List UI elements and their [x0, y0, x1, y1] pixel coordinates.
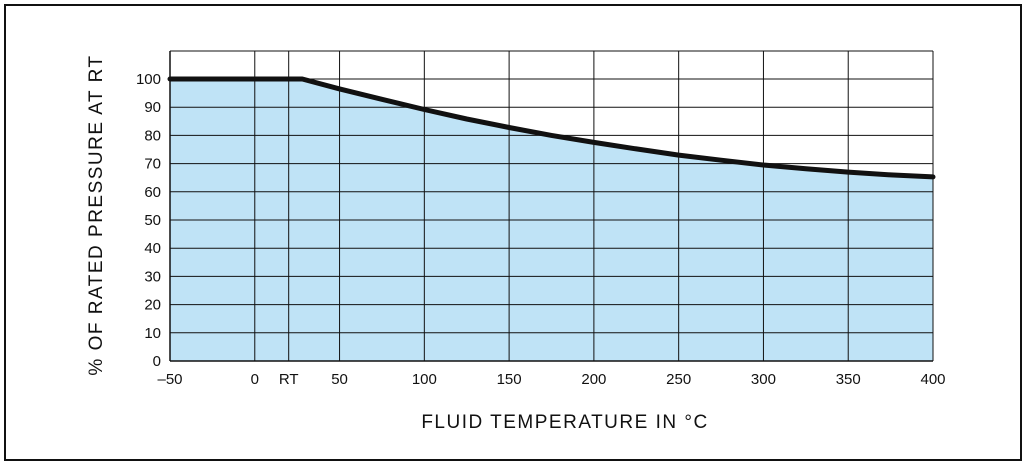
y-tick-label: 0	[153, 353, 161, 370]
y-axis-title: % OF RATED PRESSURE AT RT	[86, 54, 107, 375]
x-tick-label: 400	[920, 371, 945, 388]
y-tick-label: 60	[144, 184, 161, 201]
x-tick-label: 200	[581, 371, 606, 388]
y-tick-label: 40	[144, 240, 161, 257]
series-line	[167, 76, 936, 180]
x-tick-label: 100	[412, 371, 437, 388]
x-tick-label: 250	[666, 371, 691, 388]
x-tick-label: 150	[497, 371, 522, 388]
y-tick-label: 100	[136, 71, 161, 88]
x-tick-label: –50	[157, 371, 182, 388]
y-tick-label: 90	[144, 99, 161, 116]
y-tick-label: 80	[144, 127, 161, 144]
x-tick-label: 300	[751, 371, 776, 388]
y-tick-label: 50	[144, 212, 161, 229]
x-tick-label: RT	[279, 371, 299, 388]
y-tick-label: 20	[144, 297, 161, 314]
y-tick-label: 70	[144, 156, 161, 173]
y-tick-label: 30	[144, 268, 161, 285]
x-tick-label: 0	[251, 371, 259, 388]
y-tick-label: 10	[144, 325, 161, 342]
x-tick-label: 50	[331, 371, 348, 388]
x-tick-label: 350	[836, 371, 861, 388]
x-axis-title: FLUID TEMPERATURE IN °C	[421, 412, 708, 433]
